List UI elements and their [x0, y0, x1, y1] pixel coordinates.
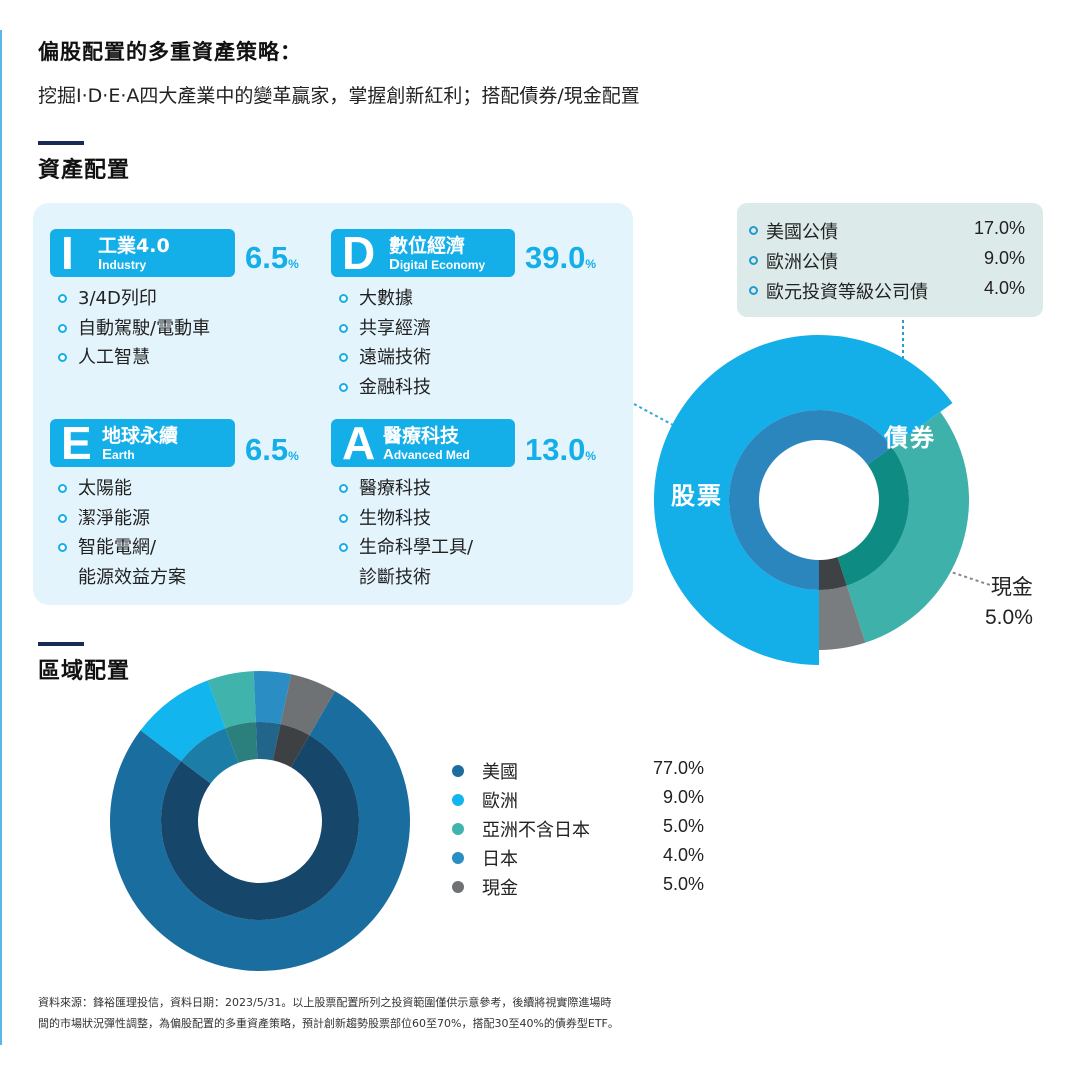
pie-slice-inner-5 [272, 724, 310, 768]
theme-name-zh: 地球永續 [102, 425, 179, 447]
theme-items-earth: 太陽能 潔淨能源 智能電網/能源效益方案 [56, 474, 186, 592]
page-subtitle: 挖掘I‧D‧E‧A四大產業中的變革贏家，掌握創新紅利；搭配債券/現金配置 [38, 85, 640, 107]
pie-label-cash: 現金 5.0% [985, 575, 1033, 629]
pie-slice-inner-3 [819, 557, 847, 590]
section-title-region: 區域配置 [38, 659, 131, 684]
theme-percent-industry: 6.5% [245, 240, 299, 275]
section-bar-region [38, 642, 84, 646]
list-item: 3/4D列印 [56, 284, 210, 314]
connector-line-cash [929, 564, 991, 586]
theme-percent-advanced-med: 13.0% [525, 432, 597, 467]
bond-breakdown-box: 美國公債 17.0% 歐洲公債 9.0% 歐元投資等級公司債 4.0% [737, 203, 1043, 317]
theme-tag-industry: I 工業4.0 Industry [50, 227, 235, 279]
list-item: 共享經濟 [337, 314, 431, 344]
theme-name-zh: 醫療科技 [383, 425, 460, 447]
page-title: 偏股配置的多重資產策略： [38, 40, 302, 64]
pie-slice-1 [109, 691, 411, 971]
theme-name-en: Earth [102, 446, 135, 463]
pie-label-stocks: 股票 [671, 482, 723, 510]
list-item: 大數據 [337, 284, 431, 314]
theme-items-advanced-med: 醫療科技 生物科技 生命科學工具/診斷技術 [337, 474, 473, 592]
pie-slice-4 [253, 671, 292, 725]
theme-tag-digital-economy: D 數位經濟 Digital Economy [331, 227, 515, 279]
pie-slice-5 [280, 674, 335, 736]
theme-name-zh: 工業4.0 [98, 235, 170, 257]
theme-letter: A [342, 417, 376, 469]
section-title-asset: 資產配置 [38, 158, 131, 183]
bond-row: 美國公債 17.0% [749, 218, 1025, 248]
pie-slice-inner-2 [181, 728, 239, 784]
bullet-icon [749, 226, 758, 235]
list-item: 潔淨能源 [56, 504, 186, 534]
theme-letter: D [342, 227, 376, 279]
theme-percent-earth: 6.5% [245, 432, 299, 467]
list-item: 太陽能 [56, 474, 186, 504]
theme-name-zh: 數位經濟 [389, 235, 466, 257]
pie-slice-inner-2 [837, 447, 910, 586]
left-edge-line [0, 30, 2, 1045]
pie-slice-2 [846, 411, 969, 643]
bullet-icon [749, 286, 758, 295]
pie-slice-2 [140, 680, 226, 762]
pie-slice-inner-3 [225, 722, 258, 763]
theme-tag-earth: E 地球永續 Earth [50, 417, 235, 469]
pie-slice-1 [654, 335, 953, 665]
pie-slice-inner-1 [161, 735, 360, 920]
list-item: 人工智慧 [56, 343, 210, 373]
bond-row: 歐元投資等級公司債 4.0% [749, 278, 1025, 308]
theme-name-en: Digital Economy [389, 256, 486, 273]
pie-slice-inner-1 [729, 410, 892, 590]
legend-item: 亞洲不含日本 5.0% [452, 816, 704, 845]
theme-items-digital-economy: 大數據 共享經濟 遠端技術 金融科技 [337, 284, 431, 402]
pie-label-bonds: 債券 [884, 424, 936, 452]
theme-name-en: Industry [98, 256, 147, 273]
list-item: 生物科技 [337, 504, 473, 534]
theme-name-en: Advanced Med [383, 446, 470, 463]
theme-letter: I [61, 227, 74, 279]
theme-tag-advanced-med: A 醫療科技 Advanced Med [331, 417, 515, 469]
asset-allocation-donut [654, 335, 969, 665]
list-item: 金融科技 [337, 373, 431, 403]
legend-item: 歐洲 9.0% [452, 787, 704, 816]
list-item: 遠端技術 [337, 343, 431, 373]
pie-slice-3 [207, 671, 256, 729]
theme-letter: E [61, 417, 92, 469]
footnote: 資料來源：鋒裕匯理投信，資料日期：2023/5/31。以上股票配置所列之投資範圍… [38, 996, 619, 1030]
theme-percent-digital-economy: 39.0% [525, 240, 597, 275]
list-item: 智能電網/能源效益方案 [56, 533, 186, 592]
legend-item: 美國 77.0% [452, 758, 704, 787]
pie-slice-3 [819, 585, 866, 650]
section-bar-asset [38, 141, 84, 145]
region-allocation-donut [109, 671, 411, 971]
legend-item: 現金 5.0% [452, 874, 704, 903]
pie-slice-inner-4 [255, 722, 281, 761]
bullet-icon [749, 256, 758, 265]
bond-row: 歐洲公債 9.0% [749, 248, 1025, 278]
list-item: 生命科學工具/診斷技術 [337, 533, 473, 592]
region-legend: 美國 77.0% 歐洲 9.0% 亞洲不含日本 5.0% 日本 4.0% 現金 5.0% [452, 758, 704, 903]
list-item: 醫療科技 [337, 474, 473, 504]
list-item: 自動駕駛/電動車 [56, 314, 210, 344]
theme-items-industry: 3/4D列印 自動駕駛/電動車 人工智慧 [56, 284, 210, 373]
legend-item: 日本 4.0% [452, 845, 704, 874]
